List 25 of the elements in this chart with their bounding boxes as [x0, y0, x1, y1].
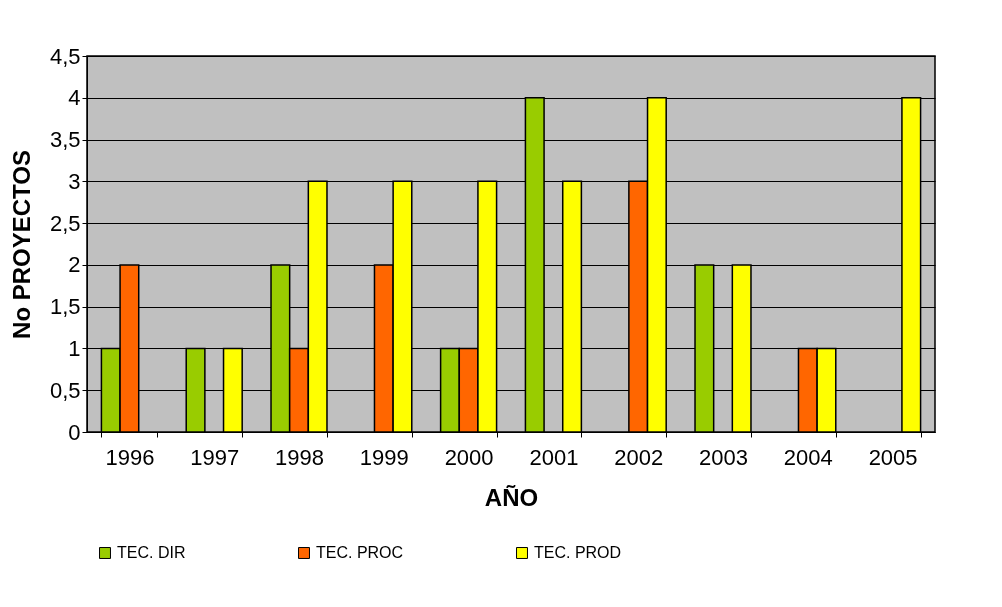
y-tick-label: 1,5	[49, 294, 81, 320]
x-tick-label: 1999	[359, 444, 409, 470]
x-tick-label: 2005	[868, 444, 918, 470]
x-tick-label: 2001	[529, 444, 579, 470]
x-tick-label: 2000	[444, 444, 494, 470]
x-tick-label: 2004	[783, 444, 833, 470]
y-tick-label: 3,5	[49, 127, 81, 153]
y-tick-label: 3	[68, 168, 81, 194]
y-tick-label: 2,5	[49, 210, 81, 236]
y-axis-title: No PROYECTOS	[7, 150, 35, 339]
y-tick-label: 4	[68, 85, 81, 111]
x-tick-label: 2002	[614, 444, 664, 470]
y-tick-label: 0,5	[49, 377, 81, 403]
legend-label: TEC. PROD	[534, 544, 622, 561]
y-tick-label: 4,5	[49, 43, 81, 69]
x-tick-label: 2003	[699, 444, 748, 470]
x-tick-label: 1997	[190, 444, 240, 470]
y-tick-label: 1	[68, 335, 81, 361]
y-tick-label: 0	[68, 419, 81, 445]
legend-label: TEC. PROC	[316, 544, 404, 561]
legend-label: TEC. DIR	[117, 544, 186, 561]
x-axis-title: AÑO	[484, 483, 539, 511]
x-tick-label: 1998	[275, 444, 324, 470]
y-tick-label: 2	[68, 252, 81, 278]
x-tick-label: 1996	[105, 444, 155, 470]
